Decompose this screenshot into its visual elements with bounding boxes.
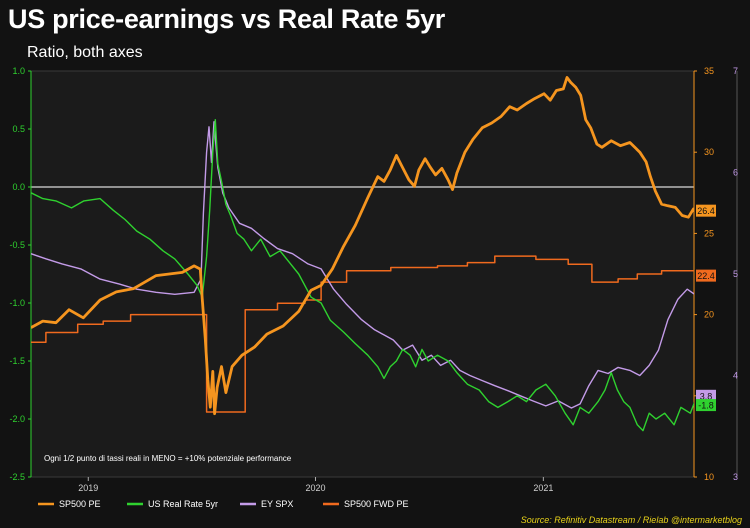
left-tick-label: -0.5 [9,240,25,250]
left-tick-label: 1.0 [12,66,25,76]
source-note: Source: Refinitiv Datastream / Rielab @i… [520,515,742,525]
left-tick-label: 0.0 [12,182,25,192]
legend-label: SP500 FWD PE [344,499,409,509]
end-label-text: -1.8 [698,401,714,411]
end-label-text: 26.4 [697,206,715,216]
right-ey-tick-label: 5 [733,269,738,279]
series-line-sp500-fwd-pe [31,255,694,413]
x-tick-label: 2019 [78,483,98,493]
chart-subtitle: Ratio, both axes [27,44,143,61]
series-line-ey-spx [31,121,694,409]
series-line-us-real-rate-5yr [31,119,694,432]
end-label-tag [696,269,716,282]
end-label-text: 22.4 [697,271,715,281]
end-label-tag [696,389,716,402]
right-ey-tick-label: 4 [733,371,738,381]
left-tick-label: -1.0 [9,298,25,308]
chart-annotation: Ogni 1/2 punto di tassi reali in MENO = … [44,454,292,463]
legend-label: EY SPX [261,499,293,509]
legend-label: US Real Rate 5yr [148,499,218,509]
left-tick-label: 0.5 [12,124,25,134]
right-pe-tick-label: 10 [704,472,714,482]
chart-title: US price-earnings vs Real Rate 5yr [8,4,446,34]
series-line-sp500-pe [31,76,694,416]
right-ey-tick-label: 6 [733,168,738,178]
right-ey-tick-label: 7 [733,66,738,76]
right-ey-tick-label: 3 [733,472,738,482]
x-tick-label: 2020 [305,483,325,493]
legend-label: SP500 PE [59,499,101,509]
right-pe-tick-label: 25 [704,228,714,238]
right-pe-tick-label: 30 [704,147,714,157]
end-label-tag [696,204,716,217]
left-tick-label: -1.5 [9,356,25,366]
left-tick-label: -2.0 [9,414,25,424]
x-tick-label: 2021 [533,483,553,493]
right-pe-tick-label: 20 [704,310,714,320]
end-label-tag [696,399,716,412]
left-tick-label: -2.5 [9,472,25,482]
end-label-text: 3.8 [700,391,713,401]
right-pe-tick-label: 35 [704,66,714,76]
plot-area [30,70,695,478]
